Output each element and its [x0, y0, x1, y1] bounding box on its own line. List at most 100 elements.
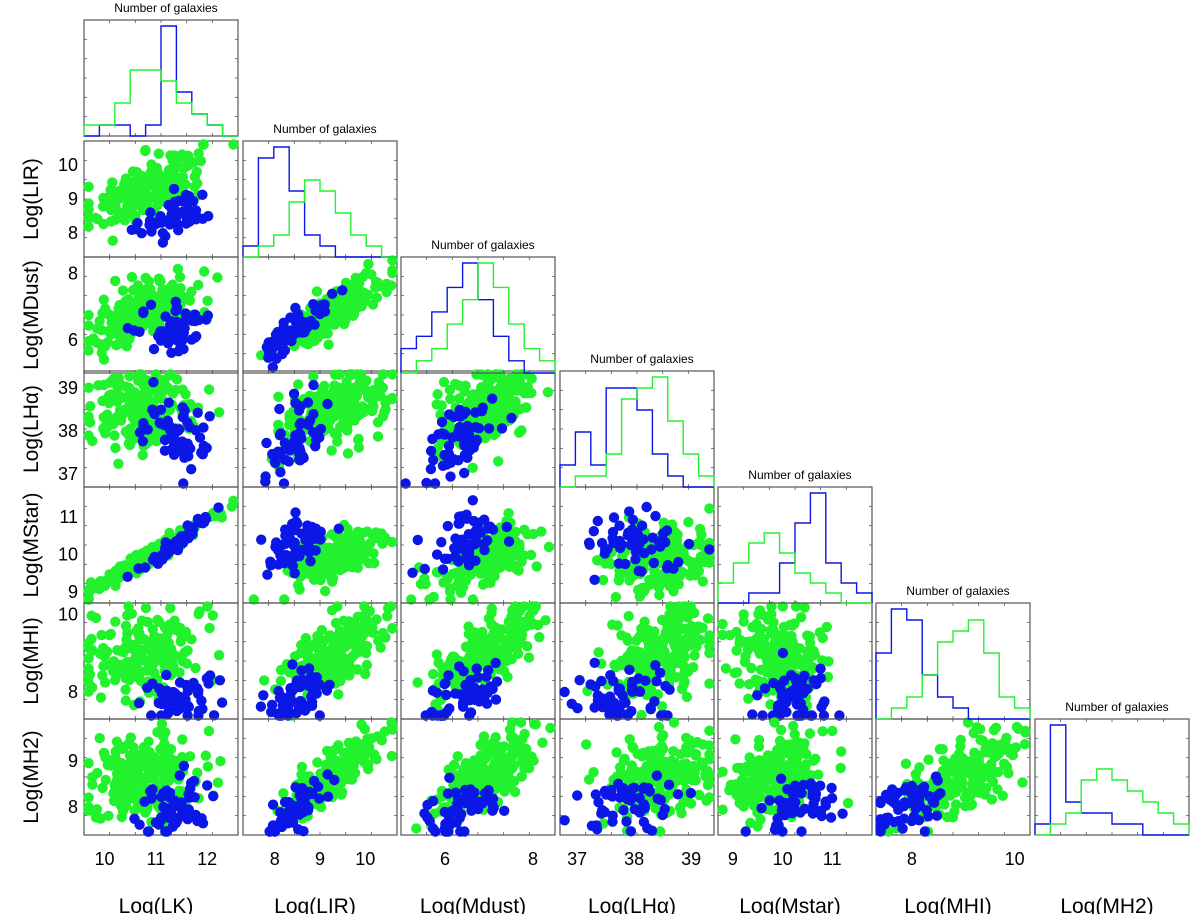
data-point-group-a	[174, 326, 185, 337]
data-point-group-b	[165, 643, 177, 654]
data-point-group-b	[111, 768, 123, 779]
data-point-group-a	[186, 464, 197, 475]
data-point-group-a	[147, 784, 158, 795]
data-point-group-a	[608, 675, 619, 687]
data-point-group-b	[123, 601, 134, 612]
data-point-group-b	[505, 732, 517, 743]
data-point-group-b	[804, 728, 816, 739]
data-point-group-b	[743, 693, 754, 704]
data-point-group-b	[109, 675, 121, 686]
data-point-group-b	[347, 310, 359, 321]
data-point-group-b	[773, 662, 785, 673]
data-point-group-a	[806, 710, 818, 721]
data-point-group-a	[777, 647, 789, 659]
data-point-group-b	[836, 746, 847, 757]
data-point-group-b	[166, 662, 177, 673]
data-point-group-b	[102, 412, 113, 423]
data-point-group-b	[228, 495, 239, 506]
data-point-group-a	[182, 438, 193, 449]
data-point-group-b	[293, 379, 304, 390]
data-point-group-b	[170, 650, 182, 662]
data-point-group-b	[142, 616, 153, 628]
data-point-group-b	[108, 663, 120, 674]
data-point-group-b	[96, 347, 107, 358]
data-point-group-a	[661, 563, 673, 574]
data-point-group-b	[497, 624, 508, 635]
data-point-group-b	[186, 634, 197, 645]
data-point-group-a	[174, 770, 185, 781]
data-point-group-a	[673, 556, 684, 568]
data-point-group-b	[278, 788, 289, 799]
data-point-group-b	[738, 609, 749, 620]
data-point-group-b	[653, 721, 665, 733]
data-point-group-b	[275, 675, 287, 687]
data-point-group-b	[167, 279, 178, 290]
data-point-group-b	[120, 381, 131, 392]
data-point-group-a	[630, 546, 642, 557]
data-point-group-b	[690, 775, 701, 786]
data-point-group-b	[83, 204, 94, 215]
data-point-group-b	[355, 285, 366, 297]
data-point-group-a	[447, 432, 458, 443]
data-point-group-a	[160, 311, 171, 322]
scatter-panel-MH2-LK	[83, 718, 239, 837]
data-point-group-a	[572, 703, 583, 714]
data-point-group-b	[368, 548, 379, 559]
data-point-group-a	[193, 710, 204, 721]
data-point-group-b	[165, 602, 176, 614]
data-point-group-a	[437, 564, 449, 575]
data-point-group-a	[177, 696, 188, 707]
data-point-group-b	[583, 774, 595, 785]
data-point-group-b	[135, 675, 147, 687]
data-point-group-a	[444, 772, 455, 783]
data-point-group-a	[771, 820, 782, 831]
data-point-group-a	[461, 688, 472, 699]
data-point-group-b	[353, 536, 364, 547]
data-point-group-a	[204, 670, 216, 681]
data-point-group-a	[197, 189, 208, 200]
data-point-group-b	[317, 415, 328, 426]
data-point-group-b	[697, 758, 708, 769]
data-point-group-b	[581, 739, 592, 750]
data-point-group-a	[275, 446, 286, 458]
data-point-group-b	[124, 312, 135, 323]
data-point-group-a	[145, 207, 156, 218]
data-point-group-a	[189, 792, 200, 803]
data-point-group-a	[308, 409, 319, 420]
data-point-group-a	[642, 823, 653, 834]
data-point-group-b	[91, 804, 103, 815]
data-point-group-a	[167, 426, 178, 438]
data-point-group-b	[789, 618, 800, 629]
data-point-group-b	[999, 758, 1010, 769]
data-point-group-b	[789, 729, 800, 740]
data-point-group-b	[431, 399, 442, 410]
data-point-group-b	[509, 776, 520, 787]
data-point-group-b	[753, 741, 765, 752]
data-point-group-b	[85, 577, 97, 588]
data-point-group-b	[734, 678, 745, 689]
data-point-group-b	[342, 626, 353, 637]
data-point-group-b	[690, 737, 702, 748]
data-point-group-b	[637, 582, 648, 593]
data-point-group-b	[507, 717, 518, 728]
data-point-group-b	[717, 804, 728, 815]
data-point-group-b	[83, 181, 94, 192]
data-point-group-b	[118, 647, 129, 658]
data-point-group-b	[338, 772, 349, 784]
data-point-group-a	[659, 710, 670, 721]
data-point-group-a	[625, 826, 637, 837]
data-point-group-b	[457, 582, 469, 593]
data-point-group-a	[133, 698, 145, 709]
scatter-panel-LHa-LIR	[242, 369, 398, 489]
data-point-group-a	[156, 814, 167, 825]
data-point-group-a	[826, 782, 837, 794]
data-point-group-a	[614, 520, 625, 531]
data-point-group-b	[83, 642, 94, 654]
data-point-group-b	[770, 635, 781, 646]
data-point-group-b	[83, 430, 94, 441]
data-point-group-b	[326, 445, 337, 456]
data-point-group-a	[170, 542, 182, 553]
data-point-group-b	[729, 667, 740, 679]
data-point-group-b	[704, 630, 715, 641]
data-point-group-b	[83, 653, 94, 664]
